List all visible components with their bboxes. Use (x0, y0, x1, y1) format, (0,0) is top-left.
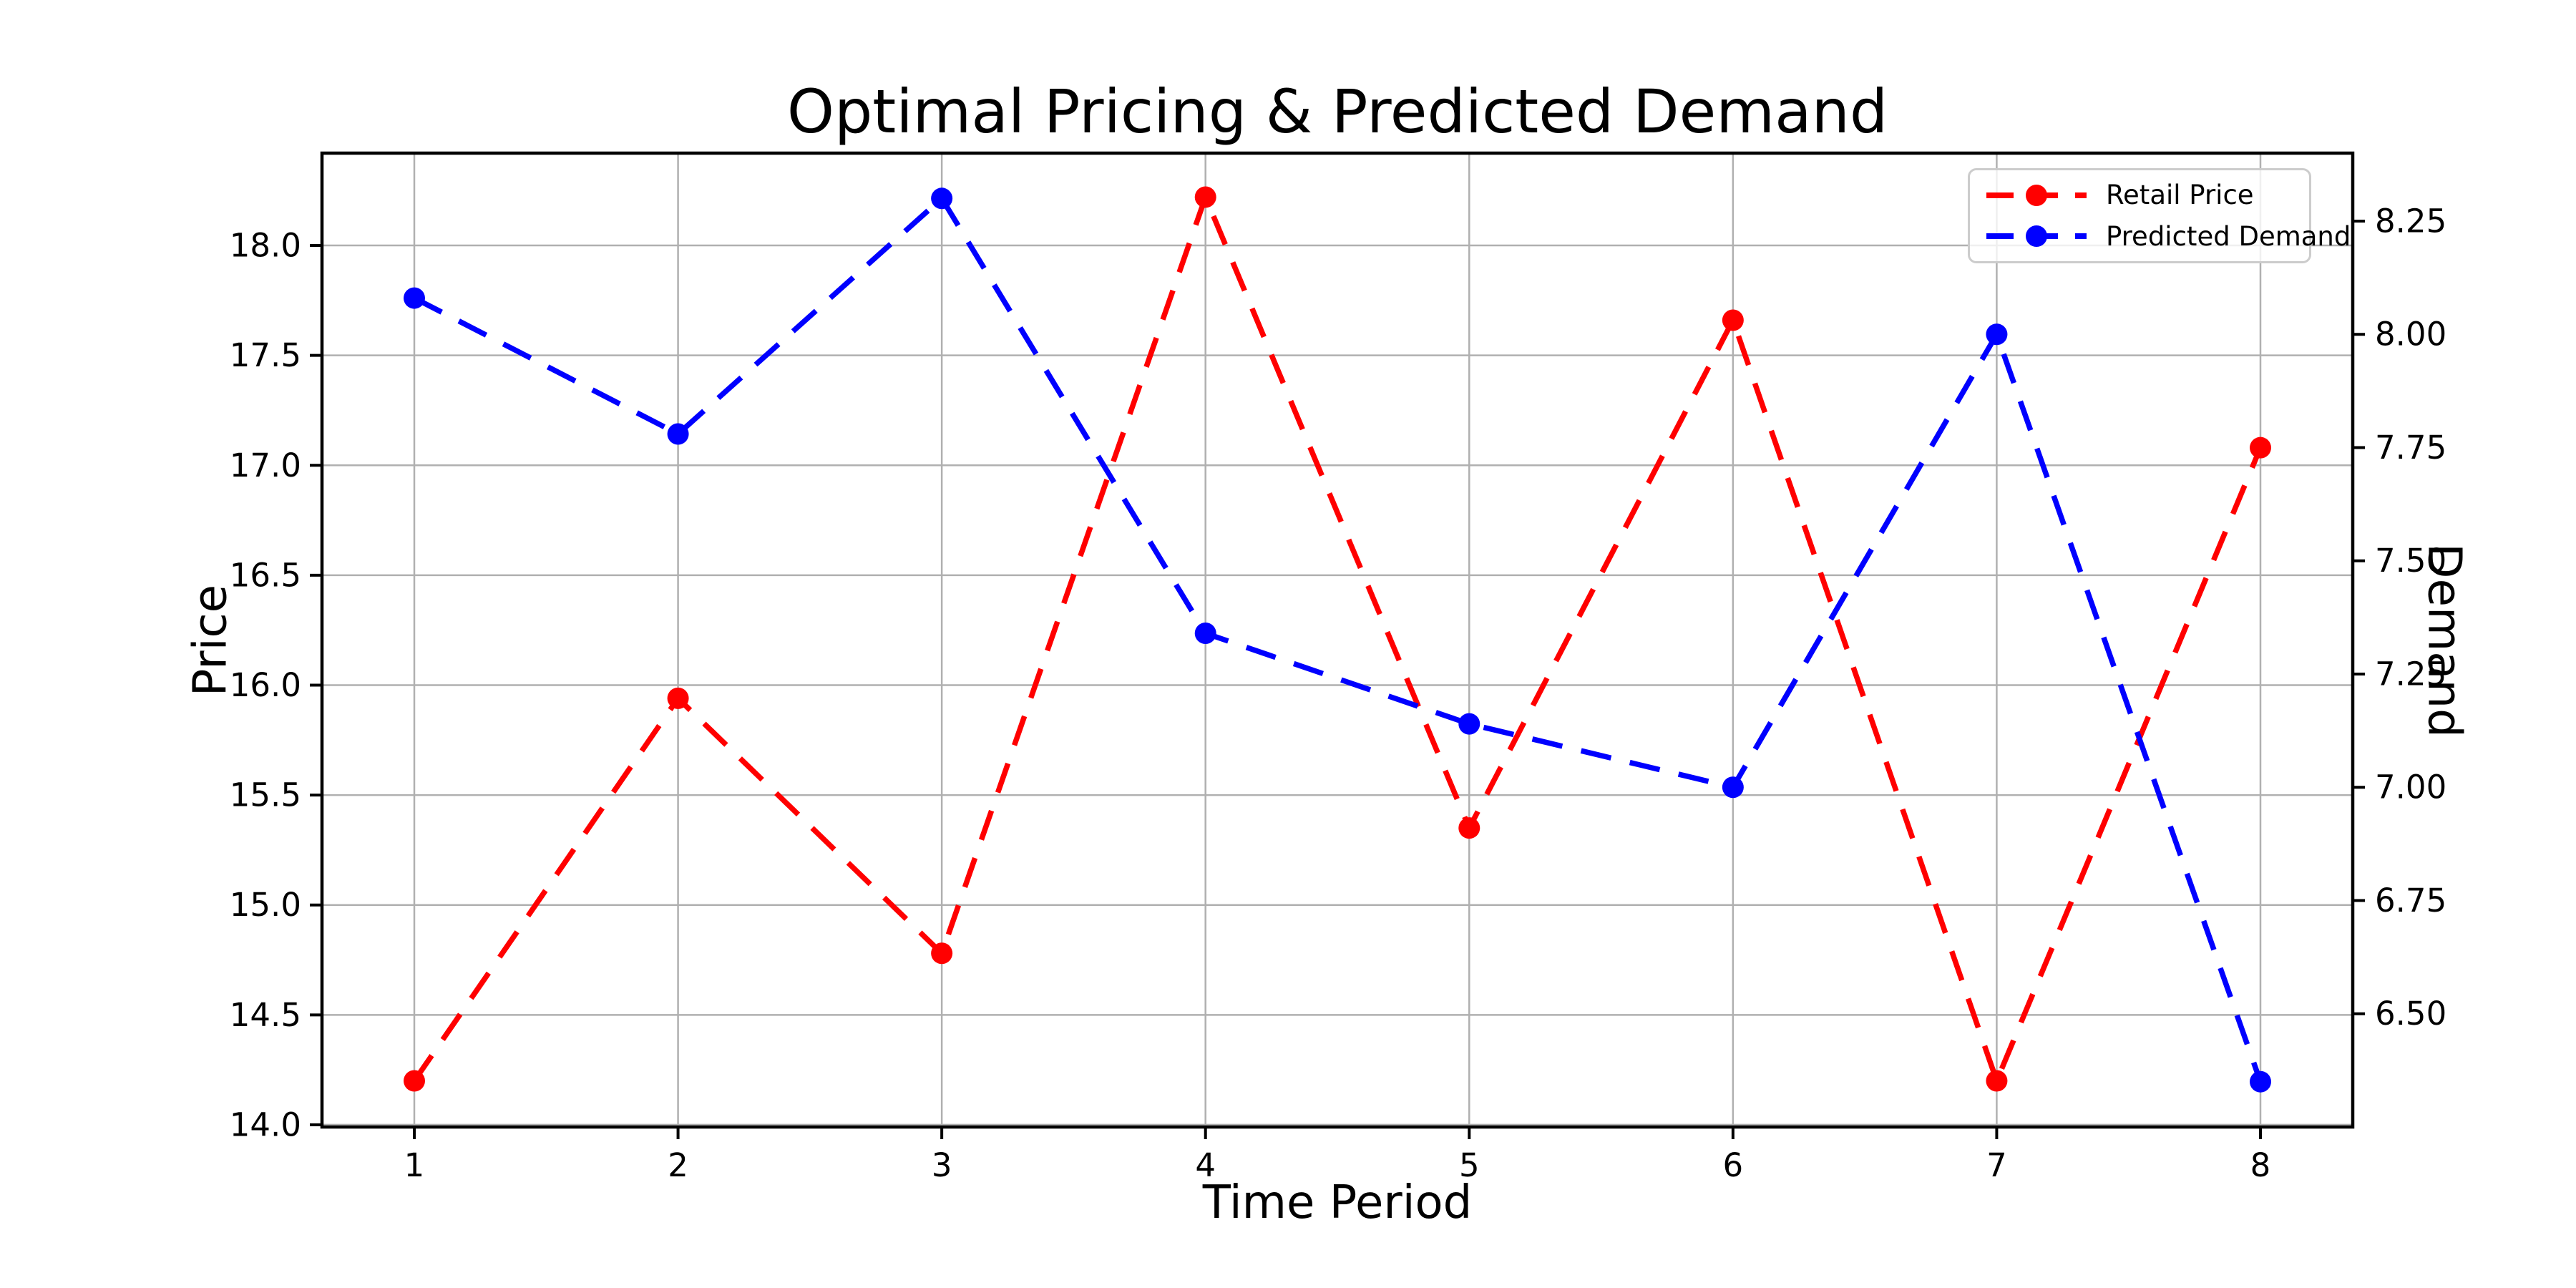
predicted-demand-line (413, 194, 2263, 1083)
predicted-demand-marker-t1 (404, 287, 425, 309)
right-tick-label: 7.75 (2375, 429, 2446, 467)
x-tick-label: 4 (1195, 1146, 1216, 1184)
legend-label-retail-price: Retail Price (2106, 180, 2254, 211)
left-tick-label: 14.5 (230, 996, 301, 1034)
legend: Retail Price Predicted Demand (1968, 168, 2351, 263)
x-tick-label: 7 (1986, 1146, 2007, 1184)
right-tick-label: 8.00 (2375, 316, 2446, 353)
legend-item-predicted-demand: Predicted Demand (1983, 221, 2351, 252)
predicted-demand-line-sample (1986, 225, 2087, 248)
left-tick-label: 16.0 (230, 666, 301, 704)
right-tick-label: 6.75 (2375, 882, 2446, 919)
retail-price-marker-t6 (1722, 309, 1744, 331)
plot-border (320, 151, 2355, 1129)
right-tick-label: 8.25 (2375, 202, 2446, 240)
retail-price-marker-t1 (404, 1070, 425, 1092)
x-axis-label: Time Period (1202, 1176, 1473, 1229)
retail-price-line-sample (1986, 184, 2087, 206)
retail-price-line (411, 189, 2263, 1089)
x-tick-label: 8 (2250, 1146, 2271, 1184)
x-tick-label: 6 (1723, 1146, 1744, 1184)
left-tick-label: 15.5 (230, 776, 301, 814)
left-tick-label: 15.0 (230, 886, 301, 924)
retail-price-marker-t8 (2250, 436, 2271, 459)
chart-title: Optimal Pricing & Predicted Demand (786, 77, 1888, 147)
left-tick-label: 17.0 (230, 447, 301, 484)
retail-price-marker-t2 (667, 687, 689, 709)
retail-price-marker-t4 (1194, 186, 1216, 208)
predicted-demand-marker-t8 (2250, 1070, 2271, 1093)
x-tick-label: 5 (1459, 1146, 1480, 1184)
left-tick-label: 16.5 (230, 556, 301, 594)
left-tick-label: 14.0 (230, 1106, 301, 1143)
legend-item-retail-price: Retail Price (1983, 180, 2309, 210)
predicted-demand-marker-t6 (1722, 776, 1744, 799)
right-tick-label: 7.00 (2375, 769, 2446, 806)
retail-price-marker-t5 (1458, 817, 1480, 839)
x-tick-label: 3 (932, 1146, 952, 1184)
right-tick-label: 7.50 (2375, 542, 2446, 580)
legend-label-predicted-demand: Predicted Demand (2106, 220, 2351, 252)
x-tick-label: 1 (404, 1146, 425, 1184)
right-tick-label: 6.50 (2375, 995, 2446, 1033)
left-tick-label: 18.0 (230, 227, 301, 265)
retail-price-marker-t3 (931, 942, 953, 965)
predicted-demand-marker-t3 (931, 187, 953, 210)
predicted-demand-marker-t4 (1194, 623, 1216, 645)
predicted-demand-marker-t2 (667, 423, 689, 445)
retail-price-marker-t7 (1986, 1070, 2008, 1092)
left-tick-label: 17.5 (230, 336, 301, 374)
predicted-demand-marker-t5 (1458, 713, 1480, 735)
y-axis-label-left: Price (184, 584, 238, 697)
predicted-demand-marker-t7 (1986, 323, 2008, 346)
x-tick-label: 2 (668, 1146, 688, 1184)
right-tick-label: 7.25 (2375, 655, 2446, 693)
y-axis-label-right: Demand (2417, 543, 2471, 738)
